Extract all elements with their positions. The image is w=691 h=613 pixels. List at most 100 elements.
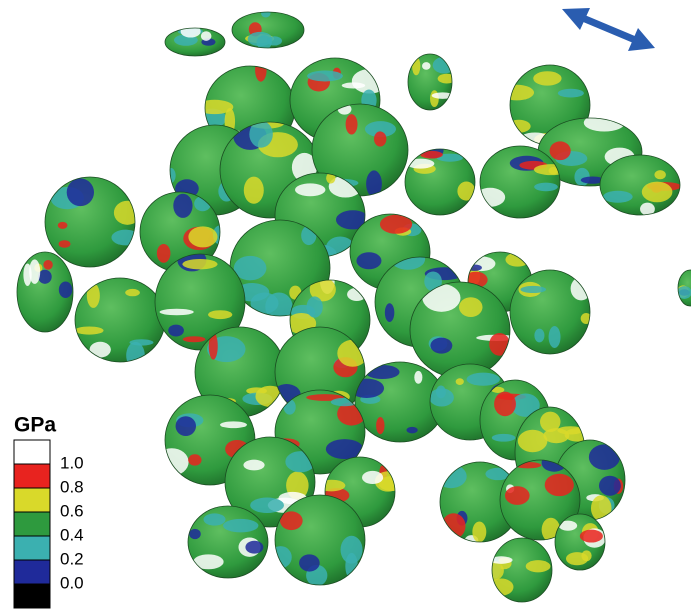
legend-swatch (14, 488, 50, 512)
stress-patch (534, 183, 558, 192)
stress-patch (173, 194, 192, 218)
stress-patch (157, 244, 171, 263)
stress-patch (558, 89, 584, 98)
stress-patch (267, 36, 282, 45)
stress-patch (489, 333, 510, 356)
legend-label: 0.8 (60, 477, 84, 496)
stress-patch (438, 74, 456, 84)
stress-patch (459, 297, 483, 317)
stress-patch (430, 338, 452, 354)
stress-patch (429, 388, 454, 406)
stress-patch (589, 444, 620, 470)
stress-patch (183, 336, 206, 342)
stress-patch (346, 114, 358, 134)
stress-patch (467, 373, 500, 386)
stress-patch (581, 550, 591, 561)
stress-patch (500, 85, 534, 101)
stress-patch (188, 226, 217, 247)
stress-patch (111, 230, 139, 246)
stress-patch (362, 471, 383, 484)
stress-patch (43, 260, 52, 270)
stress-patch (341, 536, 363, 564)
stress-patch (337, 340, 368, 367)
stress-patch (584, 114, 625, 132)
stress-patch (168, 325, 184, 337)
stress-patch (307, 71, 343, 82)
stress-patch (87, 283, 100, 308)
stress-patch (29, 259, 40, 284)
stress-patch (442, 513, 466, 539)
stress-patch (642, 182, 673, 203)
particle-cluster (17, 9, 691, 602)
particle (510, 270, 592, 354)
stress-patch (412, 57, 420, 76)
stress-patch (366, 170, 382, 197)
stress-patch (269, 546, 291, 568)
particle (405, 143, 475, 215)
stress-patch (220, 421, 247, 428)
legend-swatch (14, 512, 50, 536)
stress-patch (284, 399, 296, 414)
particle (232, 9, 304, 49)
stress-patch (59, 282, 72, 298)
legend-swatch (14, 560, 50, 584)
legend-swatch (14, 536, 50, 560)
stress-patch (176, 416, 196, 436)
stress-patch (317, 480, 345, 492)
stress-patch (435, 465, 466, 489)
stress-patch (129, 339, 153, 345)
stress-patch (603, 191, 633, 203)
stress-patch (376, 417, 384, 434)
stress-patch (59, 240, 71, 247)
color-legend: GPa 1.00.80.60.40.20.0 (14, 414, 84, 608)
stress-patch (456, 378, 464, 385)
stress-patch (374, 131, 386, 146)
stress-patch (160, 309, 194, 315)
stress-patch (543, 428, 569, 443)
stress-patch (385, 303, 394, 322)
stress-patch (580, 530, 603, 543)
stress-patch (492, 434, 516, 442)
stress-patch (204, 513, 226, 525)
stress-patch (550, 141, 571, 160)
stress-patch (505, 486, 530, 505)
stress-patch (326, 439, 364, 459)
stress-patch (75, 326, 104, 334)
stress-patch (407, 427, 418, 433)
stress-patch (534, 329, 544, 343)
stress-patch (182, 259, 217, 269)
stress-patch (243, 460, 264, 471)
stress-patch (208, 310, 232, 319)
particle (677, 270, 691, 306)
stress-patch (201, 31, 212, 41)
stress-patch (475, 188, 505, 207)
stress-patch (599, 476, 621, 496)
stress-patch (433, 57, 456, 74)
stress-patch (520, 286, 546, 293)
particle (45, 177, 141, 267)
stress-patch (507, 120, 531, 133)
stress-patch (571, 277, 592, 300)
stress-patch (67, 178, 94, 206)
stress-patch (420, 151, 443, 159)
legend-label: 0.2 (60, 549, 84, 568)
stress-patch (126, 342, 145, 369)
stress-patch (193, 554, 223, 569)
figure: GPa 1.00.80.60.40.20.0 (0, 0, 691, 613)
stress-patch (250, 293, 278, 314)
stress-patch (545, 474, 574, 496)
stress-patch (244, 177, 264, 204)
stress-patch (245, 541, 263, 554)
stress-patch (223, 519, 258, 532)
stress-patch (261, 9, 270, 17)
stress-patch (125, 289, 140, 296)
legend-label: 0.4 (60, 525, 84, 544)
stress-patch (414, 371, 422, 384)
legend-swatch (14, 440, 50, 464)
stress-patch (526, 560, 551, 572)
stress-patch (250, 498, 284, 513)
stress-patch (181, 25, 201, 37)
stress-patch (467, 264, 482, 270)
stress-patch (188, 454, 201, 465)
stress-patch (549, 326, 561, 348)
